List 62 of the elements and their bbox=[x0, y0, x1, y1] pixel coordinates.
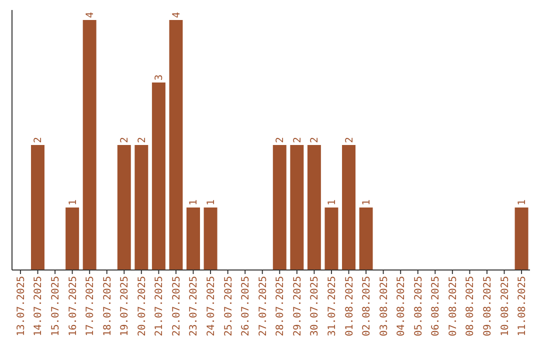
x-tick-label: 14.07.2025 bbox=[33, 276, 44, 336]
bar bbox=[290, 145, 304, 270]
bar bbox=[117, 145, 131, 270]
x-tick-label: 21.07.2025 bbox=[154, 276, 166, 336]
data-label: 1 bbox=[362, 199, 373, 206]
x-tick-label: 16.07.2025 bbox=[68, 276, 79, 336]
data-label: 2 bbox=[344, 136, 356, 143]
x-tick-label: 27.07.2025 bbox=[258, 276, 269, 336]
bar bbox=[31, 145, 44, 270]
x-tick-label: 04.08.2025 bbox=[396, 276, 408, 336]
data-label: 2 bbox=[292, 136, 304, 143]
x-tick-label: 20.07.2025 bbox=[136, 276, 148, 336]
bar bbox=[324, 208, 338, 270]
x-tick-label: 22.07.2025 bbox=[171, 276, 182, 336]
bar bbox=[82, 20, 96, 270]
data-label: 2 bbox=[275, 136, 286, 143]
data-label: 4 bbox=[85, 12, 96, 18]
data-label: 1 bbox=[206, 199, 218, 206]
bar bbox=[186, 208, 200, 270]
x-tick-label: 06.08.2025 bbox=[430, 276, 442, 336]
x-tick-label: 09.08.2025 bbox=[482, 276, 494, 336]
bar bbox=[342, 145, 356, 270]
x-tick-label: 29.07.2025 bbox=[292, 276, 304, 336]
bar bbox=[514, 208, 528, 270]
data-label: 2 bbox=[33, 136, 44, 143]
x-tick-label: 03.08.2025 bbox=[378, 276, 390, 336]
x-tick-label: 17.07.2025 bbox=[85, 276, 96, 336]
x-tick-label: 07.08.2025 bbox=[448, 276, 459, 336]
x-tick-label: 26.07.2025 bbox=[240, 276, 252, 336]
data-label: 2 bbox=[310, 136, 321, 143]
bar bbox=[169, 20, 183, 270]
x-tick-label: 10.08.2025 bbox=[500, 276, 511, 336]
bar bbox=[152, 82, 166, 270]
bar bbox=[272, 145, 286, 270]
data-label: 1 bbox=[68, 199, 79, 206]
data-label: 1 bbox=[326, 199, 338, 206]
data-label: 2 bbox=[120, 136, 131, 143]
x-tick-label: 25.07.2025 bbox=[223, 276, 234, 336]
x-tick-label: 05.08.2025 bbox=[413, 276, 424, 336]
x-tick-label: 23.07.2025 bbox=[188, 276, 200, 336]
x-tick-label: 08.08.2025 bbox=[465, 276, 476, 336]
bar bbox=[307, 145, 321, 270]
bar bbox=[204, 208, 218, 270]
x-tick-label: 19.07.2025 bbox=[120, 276, 131, 336]
data-label: 3 bbox=[154, 74, 166, 80]
x-tick-label: 24.07.2025 bbox=[206, 276, 218, 336]
data-label: 1 bbox=[188, 199, 200, 206]
data-label: 4 bbox=[171, 12, 182, 18]
x-tick-label: 15.07.2025 bbox=[50, 276, 62, 336]
bar bbox=[359, 208, 373, 270]
x-tick-label: 13.07.2025 bbox=[16, 276, 27, 336]
x-tick-label: 11.08.2025 bbox=[517, 276, 528, 336]
data-label: 2 bbox=[136, 136, 148, 143]
x-tick-label: 30.07.2025 bbox=[310, 276, 321, 336]
x-tick-label: 31.07.2025 bbox=[326, 276, 338, 336]
x-tick-label: 18.07.2025 bbox=[102, 276, 114, 336]
bar bbox=[134, 145, 148, 270]
bar bbox=[66, 208, 80, 270]
data-label: 1 bbox=[517, 199, 528, 206]
x-tick-label: 28.07.2025 bbox=[275, 276, 286, 336]
x-tick-label: 01.08.2025 bbox=[344, 276, 356, 336]
x-tick-label: 02.08.2025 bbox=[362, 276, 373, 336]
